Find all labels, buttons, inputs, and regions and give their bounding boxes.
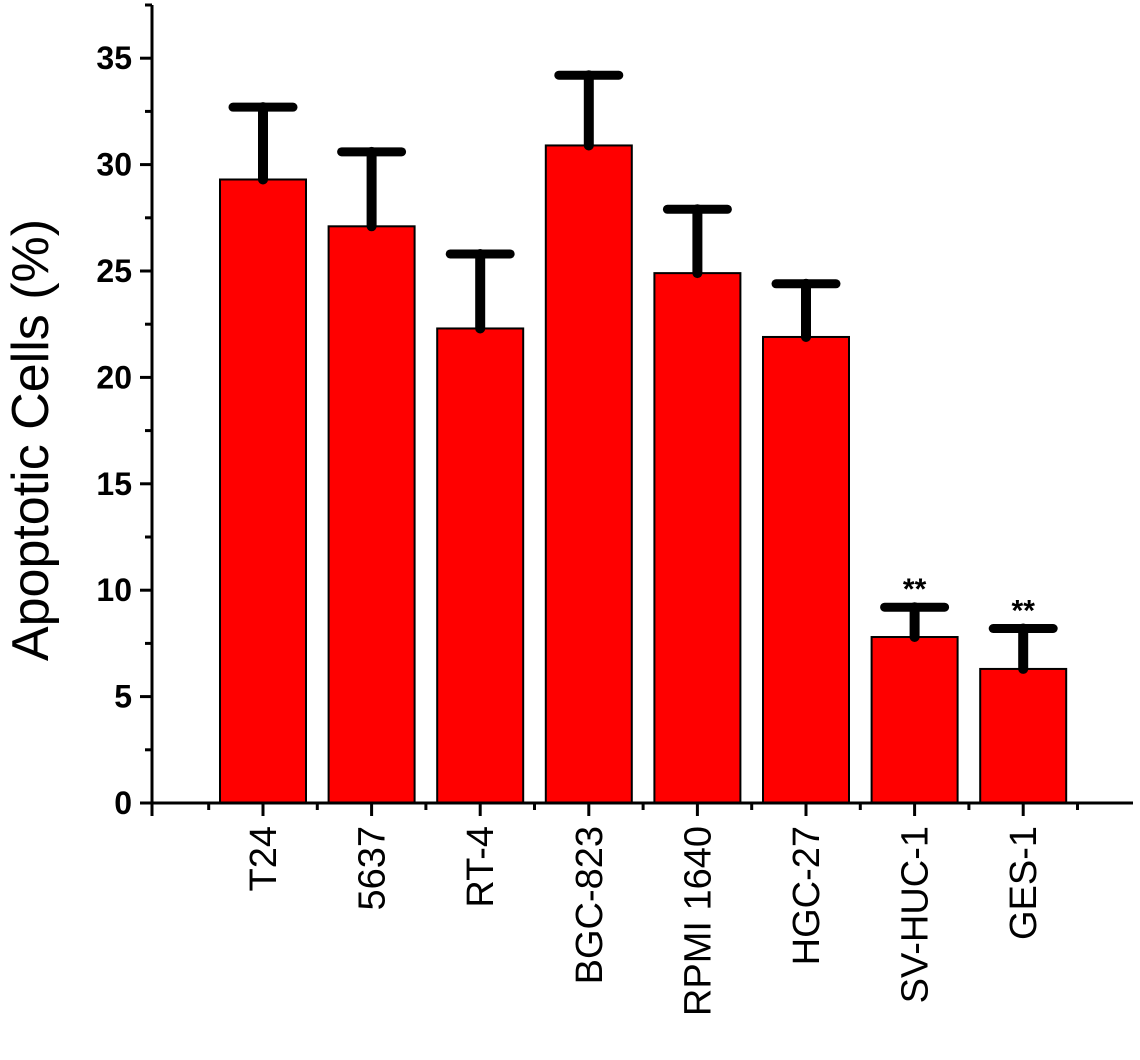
y-tick-label-5: 25 xyxy=(96,253,132,289)
y-tick-label-0: 0 xyxy=(114,785,132,821)
x-tick-label-1: 5637 xyxy=(352,826,394,911)
significance-label-7: ** xyxy=(1012,595,1036,628)
x-tick-label-6: SV-HUC-1 xyxy=(895,826,937,1003)
bars-layer xyxy=(219,144,1068,805)
x-tick-label-4: RPMI 1640 xyxy=(677,826,719,1016)
x-tick-label-2: RT-4 xyxy=(460,826,502,908)
x-tick-label-3: BGC-823 xyxy=(569,826,611,984)
bar-6 xyxy=(870,636,959,804)
y-tick-label-1: 5 xyxy=(114,679,132,715)
bar-1 xyxy=(327,225,416,804)
axes-layer xyxy=(140,3,1133,816)
bar-0 xyxy=(219,178,307,805)
significance-label-6: ** xyxy=(903,573,927,606)
bar-2 xyxy=(436,327,525,804)
bar-3 xyxy=(544,144,633,804)
y-tick-label-3: 15 xyxy=(96,466,132,502)
labels-layer: T24 5637 RT-4 BGC-823 RPMI 1640 HGC-27 ** SV-HU… xyxy=(96,40,1045,1016)
y-tick-label-6: 30 xyxy=(96,147,132,183)
x-tick-label-0: T24 xyxy=(243,826,285,891)
y-tick-label-2: 10 xyxy=(96,572,132,608)
bar-4 xyxy=(653,272,742,804)
bar-5 xyxy=(762,335,850,804)
error-bars-layer xyxy=(228,70,1058,674)
y-axis-title: Apoptotic Cells (%) xyxy=(2,219,60,661)
bar-7 xyxy=(979,667,1068,804)
y-tick-label-7: 35 xyxy=(96,40,132,76)
x-tick-label-5: HGC-27 xyxy=(786,826,828,965)
y-tick-label-4: 20 xyxy=(96,359,132,395)
x-tick-label-7: GES-1 xyxy=(1003,826,1045,940)
